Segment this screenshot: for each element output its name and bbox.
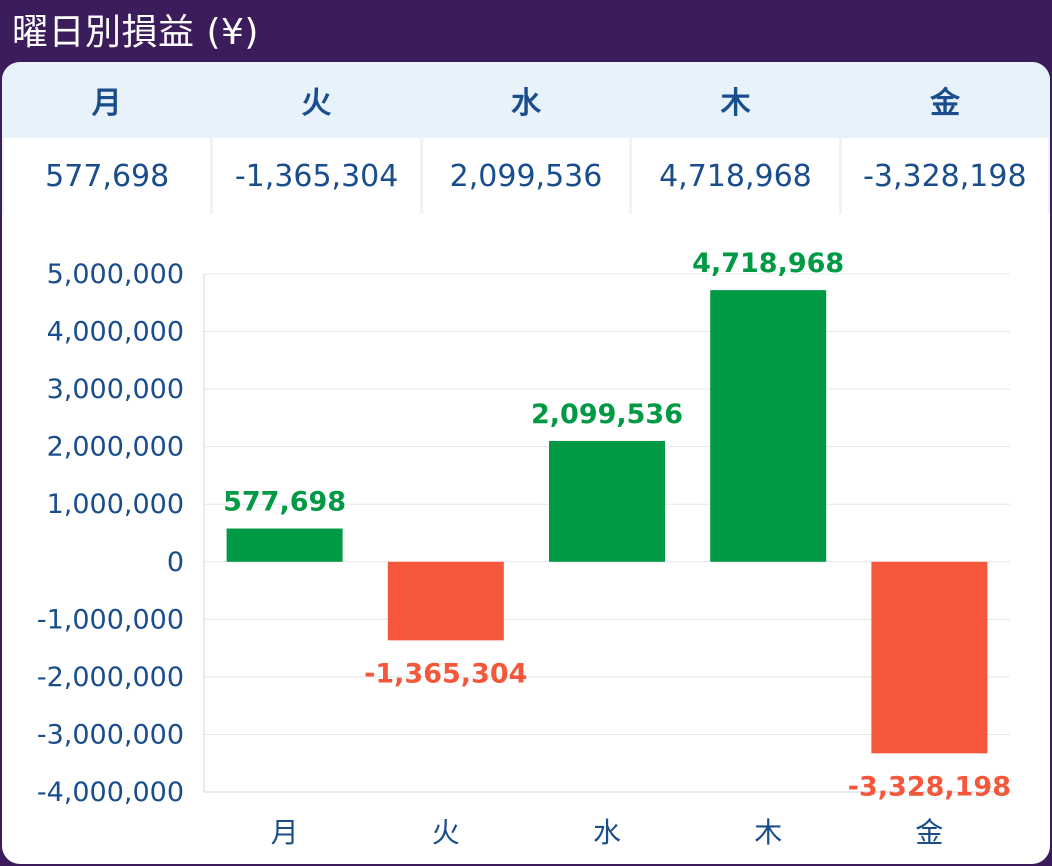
y-tick-label: -3,000,000: [37, 719, 184, 750]
x-category-label: 木: [754, 816, 782, 849]
bar-positive: [710, 290, 827, 562]
x-category-label: 金: [915, 816, 943, 849]
weekday-value-row: 577,698 -1,365,304 2,099,536 4,718,968 -…: [2, 138, 1050, 214]
header-cell-thu: 木: [720, 86, 751, 121]
y-tick-label: 3,000,000: [47, 374, 184, 405]
data-label: -3,328,198: [848, 771, 1011, 802]
value-cell-fri: -3,328,198: [841, 138, 1049, 214]
chart-card: 月 火 水 木 金 577,698 -1,365,304 2,099,536 4…: [2, 62, 1050, 864]
data-label: 2,099,536: [531, 399, 683, 430]
x-category-label: 火: [432, 816, 460, 849]
value-cell-wed: 2,099,536: [422, 138, 630, 214]
y-tick-label: 0: [167, 547, 184, 578]
bar-chart: 5,000,000 4,000,000 3,000,000 2,000,000 1,00…: [37, 248, 1011, 849]
header-cell-mon: 月: [91, 86, 122, 121]
y-tick-label: 4,000,000: [47, 317, 184, 348]
header-cell-tue: 火: [301, 86, 332, 121]
data-label: -1,365,304: [364, 658, 527, 689]
header-cell-fri: 金: [930, 86, 961, 121]
data-label: 4,718,968: [692, 248, 844, 279]
y-tick-label: 1,000,000: [47, 489, 184, 520]
page-title: 曜日別損益 (¥): [12, 12, 259, 53]
y-tick-label: 5,000,000: [47, 259, 184, 290]
bar-negative: [871, 561, 988, 754]
data-label: 577,698: [223, 487, 346, 518]
y-tick-label: 2,000,000: [47, 432, 184, 463]
header-cell-wed: 水: [510, 86, 541, 121]
bar-negative: [387, 561, 504, 641]
y-tick-label: -2,000,000: [37, 662, 184, 693]
bar-positive: [226, 528, 343, 562]
value-cell-tue: -1,365,304: [213, 138, 420, 214]
y-tick-label: -1,000,000: [37, 604, 184, 635]
x-category-label: 水: [593, 816, 621, 849]
weekday-header-row: 月 火 水 木 金: [2, 62, 1050, 138]
value-cell-thu: 4,718,968: [632, 138, 839, 214]
bar-positive: [549, 440, 665, 562]
x-category-label: 月: [271, 816, 299, 849]
value-cell-mon: 577,698: [4, 138, 211, 214]
y-tick-label: -4,000,000: [37, 777, 184, 808]
